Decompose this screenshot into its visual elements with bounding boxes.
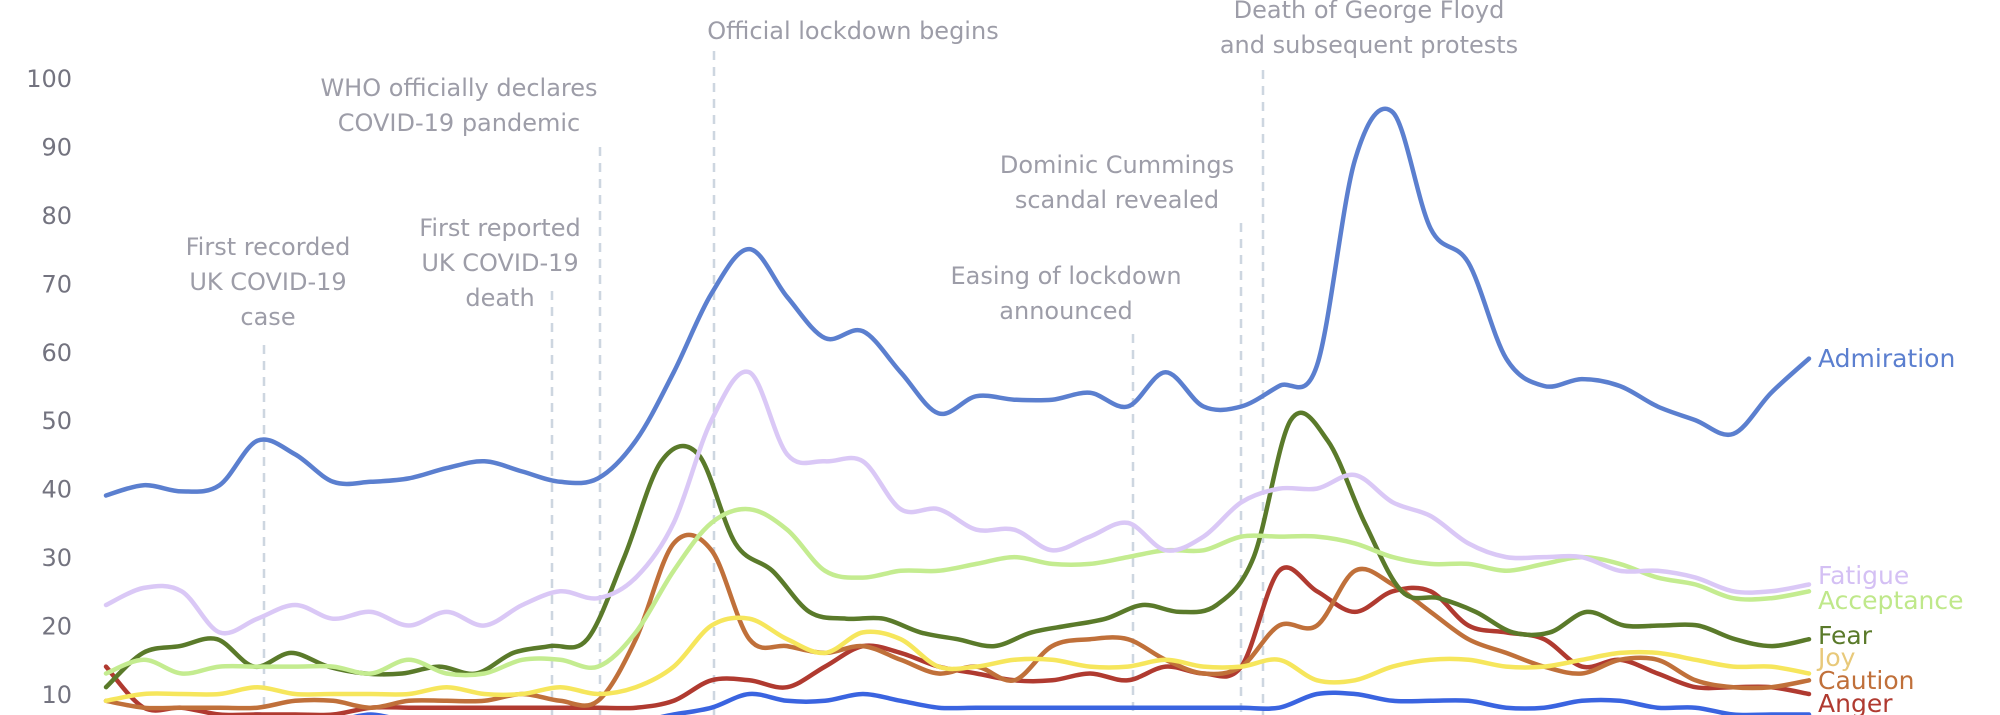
- series-label-joy: Joy: [1816, 643, 1856, 672]
- annotation-text: UK COVID-19: [189, 268, 346, 296]
- y-tick-label: 70: [41, 270, 72, 298]
- series-line-fear: [103, 410, 1812, 690]
- series-lines: [103, 106, 1812, 715]
- annotation-text: announced: [999, 297, 1132, 325]
- series-label-anger: Anger: [1818, 689, 1893, 715]
- annotation: First recorded UK COVID-19 case: [186, 233, 351, 715]
- y-tick-label: 40: [41, 476, 72, 504]
- annotation: First reported UK COVID-19 death: [419, 214, 581, 715]
- annotation: Easing of lockdown announced: [950, 262, 1182, 715]
- series-line-caution: [103, 532, 1812, 711]
- y-tick-label: 100: [26, 65, 72, 93]
- annotation-text: case: [240, 303, 295, 331]
- series-label-fear: Fear: [1818, 621, 1873, 650]
- series-line-unlabeled: [239, 690, 1812, 715]
- annotation-text: First recorded: [186, 233, 351, 261]
- annotation: WHO officially declares COVID-19 pandemic: [320, 74, 602, 715]
- annotation: Dominic Cummings scandal revealed: [1000, 151, 1243, 715]
- series-label-fatigue: Fatigue: [1818, 561, 1909, 590]
- annotation-text: death: [465, 284, 534, 312]
- annotation-text: and subsequent protests: [1220, 31, 1518, 59]
- y-tick-label: 80: [41, 202, 72, 230]
- annotation-text: WHO officially declares: [320, 74, 597, 102]
- series-label-admiration: Admiration: [1818, 344, 1955, 373]
- annotation-text: Easing of lockdown: [950, 262, 1181, 290]
- annotation-text: Official lockdown begins: [707, 17, 998, 45]
- series-line-admiration: [103, 106, 1812, 498]
- annotation-text: Death of George Floyd: [1234, 0, 1505, 24]
- series-line-joy: [103, 615, 1812, 704]
- y-tick-label: 10: [41, 681, 72, 709]
- annotation: Official lockdown begins: [707, 17, 999, 715]
- series-line-acceptance: [103, 506, 1812, 678]
- y-tick-label: 30: [41, 544, 72, 572]
- annotation-text: COVID-19 pandemic: [338, 109, 580, 137]
- annotation-text: Dominic Cummings: [1000, 151, 1234, 179]
- y-tick-label: 50: [41, 407, 72, 435]
- y-tick-label: 60: [41, 339, 72, 367]
- y-axis-ticks: 10 20 30 40 50 60 70 80 90 100: [26, 65, 72, 709]
- series-line-fatigue: [103, 369, 1812, 636]
- event-annotations: First recorded UK COVID-19 case First repor…: [186, 0, 1518, 715]
- series-label-acceptance: Acceptance: [1818, 586, 1964, 615]
- y-tick-label: 90: [41, 133, 72, 161]
- y-tick-label: 20: [41, 613, 72, 641]
- series-label-caution: Caution: [1818, 666, 1915, 695]
- annotation: Death of George Floyd and subsequent prot…: [1220, 0, 1518, 715]
- annotation-text: scandal revealed: [1015, 186, 1219, 214]
- annotation-text: UK COVID-19: [421, 249, 578, 277]
- annotation-text: First reported: [419, 214, 580, 242]
